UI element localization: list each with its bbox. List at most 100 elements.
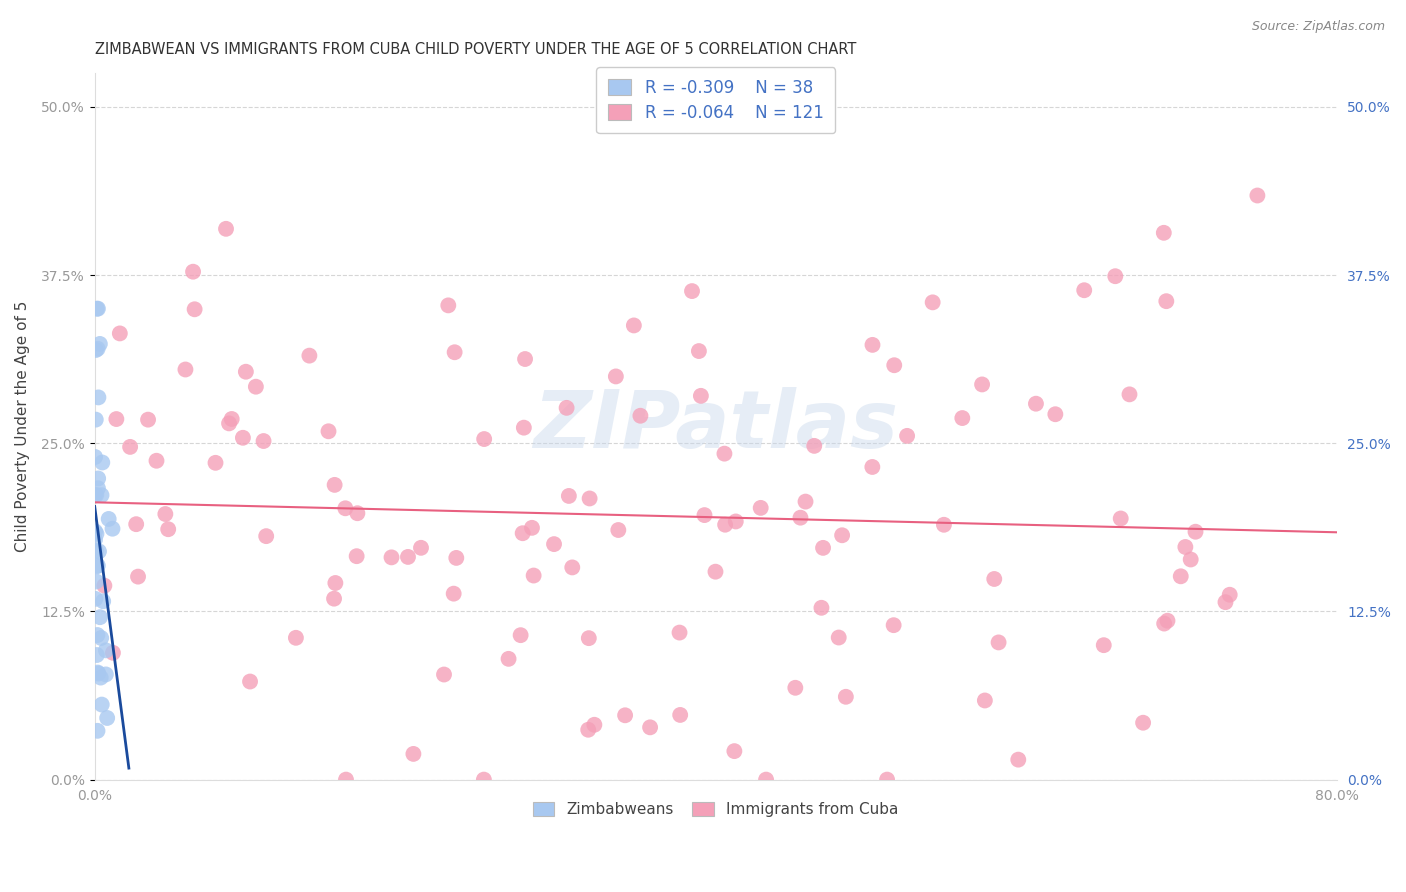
Point bbox=[1180, 552, 1202, 566]
Point bbox=[785, 681, 807, 695]
Point bbox=[232, 431, 254, 445]
Point bbox=[437, 298, 460, 312]
Point bbox=[87, 301, 110, 316]
Point bbox=[215, 222, 238, 236]
Point bbox=[204, 456, 226, 470]
Point bbox=[543, 537, 565, 551]
Point bbox=[623, 318, 645, 333]
Point bbox=[693, 508, 716, 522]
Point bbox=[83, 489, 105, 503]
Point bbox=[932, 517, 955, 532]
Point bbox=[883, 358, 905, 372]
Point bbox=[90, 698, 112, 712]
Point bbox=[512, 526, 534, 541]
Point bbox=[970, 377, 993, 392]
Point bbox=[1104, 269, 1126, 284]
Point bbox=[84, 591, 107, 606]
Point bbox=[921, 295, 943, 310]
Point bbox=[335, 501, 357, 516]
Point bbox=[498, 652, 520, 666]
Point bbox=[136, 412, 159, 426]
Point bbox=[87, 558, 110, 573]
Point bbox=[96, 711, 118, 725]
Point bbox=[120, 440, 142, 454]
Point bbox=[1025, 397, 1047, 411]
Point bbox=[323, 591, 346, 606]
Point bbox=[409, 541, 432, 555]
Point bbox=[91, 594, 114, 608]
Text: ZIPatlas: ZIPatlas bbox=[533, 387, 898, 466]
Point bbox=[513, 351, 536, 366]
Point bbox=[284, 631, 307, 645]
Point bbox=[125, 517, 148, 532]
Point bbox=[1219, 588, 1241, 602]
Point bbox=[84, 412, 107, 426]
Point bbox=[346, 506, 368, 520]
Point bbox=[155, 507, 177, 521]
Point bbox=[174, 362, 197, 376]
Point bbox=[1184, 524, 1206, 539]
Point bbox=[794, 494, 817, 508]
Point bbox=[346, 549, 368, 564]
Point bbox=[86, 628, 108, 642]
Point bbox=[105, 412, 128, 426]
Point bbox=[472, 432, 495, 446]
Point bbox=[860, 460, 883, 475]
Point bbox=[578, 491, 600, 506]
Point bbox=[402, 747, 425, 761]
Point bbox=[810, 600, 832, 615]
Point bbox=[157, 522, 180, 536]
Point bbox=[298, 349, 321, 363]
Point bbox=[811, 541, 834, 555]
Point bbox=[605, 369, 627, 384]
Point bbox=[97, 512, 120, 526]
Point bbox=[254, 529, 277, 543]
Point bbox=[973, 693, 995, 707]
Point bbox=[245, 380, 267, 394]
Point bbox=[84, 488, 107, 502]
Point bbox=[84, 543, 107, 558]
Point bbox=[87, 471, 110, 485]
Point bbox=[862, 338, 884, 352]
Point bbox=[628, 409, 651, 423]
Point bbox=[523, 568, 546, 582]
Point bbox=[221, 412, 243, 426]
Point bbox=[713, 447, 735, 461]
Point bbox=[84, 343, 107, 357]
Point bbox=[1007, 753, 1029, 767]
Point bbox=[127, 569, 149, 583]
Point bbox=[181, 265, 204, 279]
Point bbox=[87, 544, 110, 558]
Point bbox=[828, 631, 851, 645]
Point bbox=[1174, 540, 1197, 554]
Point bbox=[724, 515, 747, 529]
Point bbox=[183, 302, 205, 317]
Point bbox=[325, 576, 347, 591]
Point bbox=[86, 648, 108, 662]
Point bbox=[86, 526, 108, 541]
Point bbox=[789, 510, 811, 524]
Point bbox=[86, 301, 108, 316]
Point bbox=[252, 434, 274, 448]
Point bbox=[86, 559, 108, 574]
Point bbox=[669, 707, 692, 722]
Point bbox=[433, 667, 456, 681]
Point bbox=[84, 524, 107, 539]
Point bbox=[86, 723, 108, 738]
Point bbox=[723, 744, 745, 758]
Point bbox=[1156, 294, 1178, 309]
Point bbox=[91, 455, 114, 469]
Point bbox=[583, 718, 606, 732]
Point bbox=[1246, 188, 1268, 202]
Point bbox=[472, 772, 495, 787]
Point bbox=[1118, 387, 1140, 401]
Point bbox=[1109, 511, 1132, 525]
Point bbox=[714, 517, 737, 532]
Point bbox=[1045, 407, 1067, 421]
Point bbox=[576, 723, 599, 737]
Point bbox=[93, 579, 115, 593]
Point bbox=[1092, 638, 1115, 652]
Point bbox=[555, 401, 578, 415]
Point bbox=[614, 708, 637, 723]
Point bbox=[876, 772, 898, 787]
